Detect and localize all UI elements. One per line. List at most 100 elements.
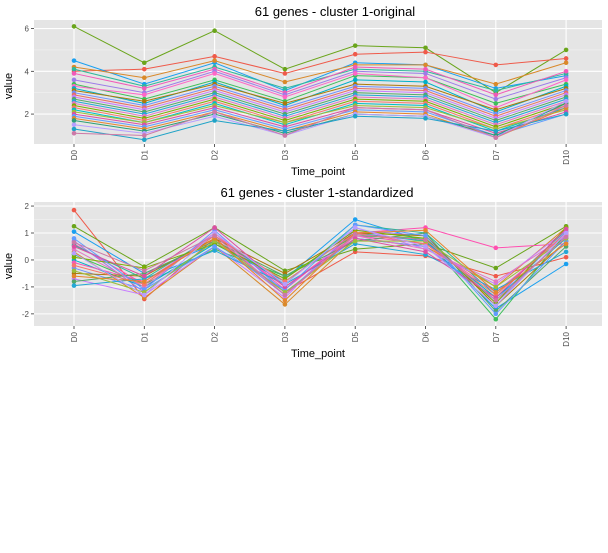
x-axis-title: Time_point <box>291 348 345 360</box>
data-point <box>212 58 217 63</box>
series-line <box>73 83 567 111</box>
data-point <box>563 230 569 236</box>
data-point <box>423 79 428 85</box>
data-point <box>352 113 358 119</box>
data-point <box>563 60 569 66</box>
data-point <box>71 207 77 213</box>
data-point <box>493 265 499 271</box>
data-point <box>282 128 288 134</box>
x-tick-label: D2 <box>211 331 220 342</box>
series-line <box>73 232 567 296</box>
x-tick-label: D1 <box>140 331 149 342</box>
data-point <box>282 133 288 138</box>
data-point <box>493 298 499 303</box>
data-point <box>563 77 569 83</box>
data-point <box>493 88 499 93</box>
series-line <box>73 100 567 139</box>
data-point <box>282 120 288 125</box>
y-tick-label: -2 <box>22 310 30 319</box>
data-point <box>563 111 569 117</box>
y-tick-label: 2 <box>25 202 30 211</box>
series-line <box>73 233 567 302</box>
data-point <box>71 250 77 256</box>
data-point <box>212 54 217 59</box>
y-tick-label: 4 <box>25 67 30 76</box>
data-point <box>352 217 358 222</box>
series-26 <box>71 111 569 143</box>
data-point <box>71 240 77 245</box>
data-point <box>493 316 499 322</box>
series-line <box>73 232 567 307</box>
y-tick-label: -1 <box>22 283 30 292</box>
data-point <box>423 228 428 233</box>
data-point <box>423 49 428 55</box>
data-point <box>563 241 569 247</box>
data-point <box>352 246 358 252</box>
data-point <box>423 71 428 76</box>
data-point <box>493 62 499 68</box>
data-point <box>423 107 428 113</box>
data-point <box>493 303 499 309</box>
data-point <box>71 229 77 234</box>
data-point <box>493 311 499 317</box>
series-line <box>73 98 567 128</box>
data-point <box>142 98 147 104</box>
data-point <box>71 126 77 132</box>
data-point <box>423 45 428 51</box>
data-point <box>493 245 499 251</box>
data-point <box>142 92 147 98</box>
data-point <box>352 225 358 230</box>
x-tick-label: D6 <box>422 331 431 342</box>
data-point <box>142 66 147 72</box>
data-point <box>212 244 217 249</box>
data-point <box>423 244 428 249</box>
data-point <box>212 225 217 230</box>
data-point <box>282 66 288 72</box>
data-point <box>352 71 358 76</box>
y-axis-title: value <box>3 73 15 99</box>
series-line <box>73 60 567 85</box>
series-line <box>73 70 567 100</box>
data-point <box>563 254 569 260</box>
data-point <box>282 298 288 303</box>
data-point <box>352 64 358 70</box>
data-point <box>423 116 428 121</box>
data-point <box>142 292 147 298</box>
series-1 <box>71 49 569 76</box>
x-tick-label: D3 <box>281 331 290 342</box>
data-point <box>71 236 77 241</box>
series-line <box>73 94 567 124</box>
data-point <box>563 261 569 267</box>
x-tick-label: D3 <box>281 149 290 160</box>
data-point <box>142 133 147 138</box>
data-point <box>212 28 217 33</box>
data-point <box>563 47 569 53</box>
data-point <box>212 118 217 123</box>
data-point <box>352 43 358 48</box>
data-point <box>493 101 499 106</box>
data-point <box>282 71 288 76</box>
series-line <box>73 85 567 115</box>
data-point <box>352 232 358 237</box>
data-point <box>563 69 569 74</box>
data-point <box>282 79 288 85</box>
series-line <box>73 100 567 130</box>
data-point <box>423 233 428 238</box>
data-point <box>212 233 217 238</box>
series-line <box>73 227 567 307</box>
series-line <box>73 225 567 272</box>
data-point <box>142 273 147 279</box>
chart-original: 61 genes - cluster 1-original 2 4 6 D0 D1 D2 D… <box>3 4 602 178</box>
series-line <box>73 105 567 130</box>
data-point <box>71 273 77 279</box>
series-line <box>73 66 567 96</box>
data-point <box>563 56 569 61</box>
y-tick-label: 6 <box>25 25 30 34</box>
data-point <box>71 71 77 76</box>
data-point <box>71 66 77 72</box>
data-point <box>71 268 77 274</box>
data-point <box>71 24 77 29</box>
data-point <box>493 279 499 284</box>
